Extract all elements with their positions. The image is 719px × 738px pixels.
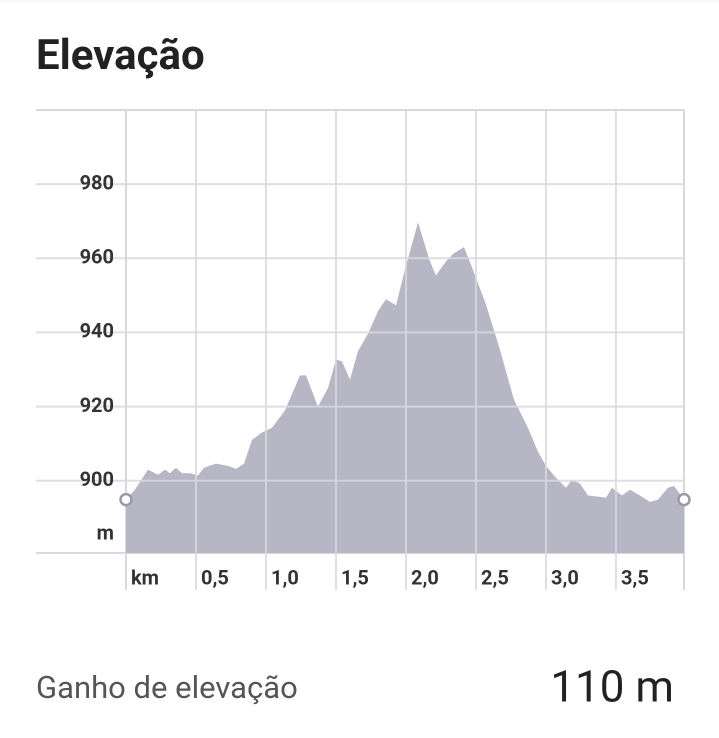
y-unit-label: m	[97, 520, 114, 544]
chart-title: Elevação	[36, 31, 205, 80]
x-tick-label: 2,5	[481, 565, 509, 589]
y-tick-label: 980	[80, 170, 114, 194]
y-tick-label: 920	[80, 393, 114, 417]
y-tick-label: 940	[80, 319, 114, 343]
plot: 900 920 940 960 980 m 0,5 1,0 1,5 2,0 2,5 3,0 3,5 km	[36, 109, 691, 590]
y-tick-label: 960	[80, 245, 114, 269]
endpoint-marker	[677, 492, 691, 507]
x-tick-label: 1,0	[271, 565, 299, 589]
x-tick-label: 3,5	[621, 565, 649, 589]
x-tick-label: 2,0	[411, 565, 439, 589]
y-tick-label: 900	[80, 467, 114, 491]
endpoint-marker	[119, 492, 133, 507]
summary-label: Ganho de elevação	[36, 669, 298, 706]
x-unit-label: km	[131, 565, 159, 589]
x-tick-label: 3,0	[551, 565, 579, 589]
x-tick-label: 1,5	[341, 565, 369, 589]
summary-value: 110 m	[550, 661, 674, 713]
x-tick-label: 0,5	[201, 565, 229, 589]
